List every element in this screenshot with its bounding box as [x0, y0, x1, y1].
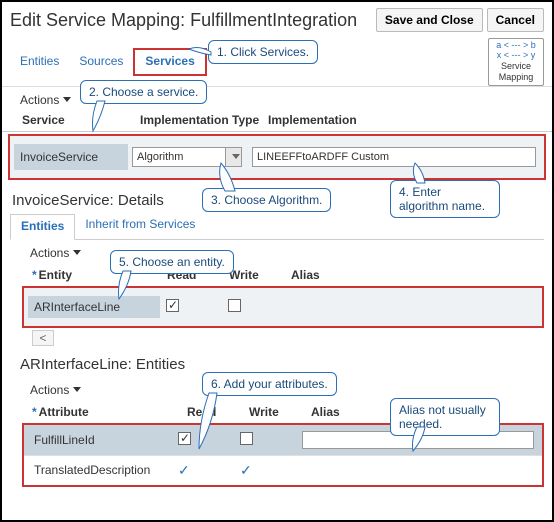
- attr-write-checkbox[interactable]: [240, 432, 253, 445]
- check-icon: ✓: [240, 462, 252, 478]
- caret-down-icon: [73, 250, 81, 255]
- actions-menu[interactable]: Actions: [20, 93, 71, 107]
- save-and-close-button[interactable]: Save and Close: [376, 8, 483, 32]
- scroll-left-button[interactable]: <: [32, 330, 54, 346]
- callout-5: 5. Choose an entity.: [110, 250, 234, 274]
- actions-label: Actions: [20, 93, 59, 107]
- entity-name-cell[interactable]: ARInterfaceLine: [28, 296, 160, 318]
- impl-type-value: Algorithm: [137, 151, 183, 163]
- legend-line-2: x < --- > y: [493, 51, 539, 61]
- caret-down-icon: [73, 387, 81, 392]
- callout-7: Alias not usually needed.: [390, 398, 500, 436]
- entities-actions-label: Actions: [30, 246, 69, 260]
- legend-label-1: Service: [493, 62, 539, 72]
- attr-write-cell[interactable]: [240, 432, 302, 448]
- tab-sources[interactable]: Sources: [69, 50, 133, 74]
- callout-2: 2. Choose a service.: [80, 80, 207, 104]
- entity-row[interactable]: ARInterfaceLine: [24, 288, 542, 326]
- subtab-entities[interactable]: Entities: [10, 214, 75, 240]
- col-header-implementation: Implementation: [268, 113, 544, 127]
- attribute-row[interactable]: TranslatedDescription ✓ ✓: [24, 456, 542, 485]
- service-row-highlight: InvoiceService Algorithm LINEEFFtoARDFF …: [8, 134, 546, 180]
- callout-6: 6. Add your attributes.: [202, 372, 337, 396]
- callout-4: 4. Enter algorithm name.: [390, 180, 500, 218]
- service-name-cell[interactable]: InvoiceService: [14, 144, 128, 170]
- attribute-name-cell[interactable]: FulfillLineId: [28, 433, 178, 447]
- entities-actions-menu[interactable]: Actions: [30, 246, 81, 260]
- entity-read-checkbox[interactable]: [166, 299, 179, 312]
- callout-1: 1. Click Services.: [208, 40, 318, 64]
- service-mapping-legend[interactable]: a < --- > b x < --- > y Service Mapping: [488, 38, 544, 86]
- attributes-actions-label: Actions: [30, 383, 69, 397]
- attr-read-checkbox[interactable]: [178, 432, 191, 445]
- attribute-name-cell[interactable]: TranslatedDescription: [28, 463, 178, 477]
- col-header-alias: Alias: [291, 268, 544, 282]
- entity-write-cell[interactable]: [222, 299, 284, 315]
- entity-row-highlight: ARInterfaceLine: [22, 286, 544, 328]
- service-row[interactable]: InvoiceService Algorithm LINEEFFtoARDFF …: [10, 136, 544, 178]
- attributes-actions-menu[interactable]: Actions: [30, 383, 81, 397]
- chevron-down-icon: [232, 154, 240, 159]
- subtab-inherit[interactable]: Inherit from Services: [75, 213, 205, 239]
- entity-write-checkbox[interactable]: [228, 299, 241, 312]
- col-header-attribute: *Attribute: [32, 405, 187, 419]
- caret-down-icon: [63, 97, 71, 102]
- attr-read-cell: ✓: [178, 462, 240, 479]
- implementation-value: LINEEFFtoARDFF Custom: [257, 151, 389, 163]
- entity-read-cell[interactable]: [160, 299, 222, 315]
- implementation-input[interactable]: LINEEFFtoARDFF Custom: [252, 147, 536, 167]
- col-header-service: Service: [22, 113, 140, 127]
- check-icon: ✓: [178, 462, 190, 478]
- col-header-impl-type: Implementation Type: [140, 113, 268, 127]
- attr-write-cell: ✓: [240, 462, 302, 479]
- tab-entities[interactable]: Entities: [10, 50, 69, 74]
- callout-3: 3. Choose Algorithm.: [202, 188, 331, 212]
- cancel-button[interactable]: Cancel: [487, 8, 544, 32]
- legend-label-2: Mapping: [493, 73, 539, 83]
- col-header-attr-write: Write: [249, 405, 311, 419]
- col-header-write: Write: [229, 268, 291, 282]
- page-title: Edit Service Mapping: FulfillmentIntegra…: [10, 10, 372, 31]
